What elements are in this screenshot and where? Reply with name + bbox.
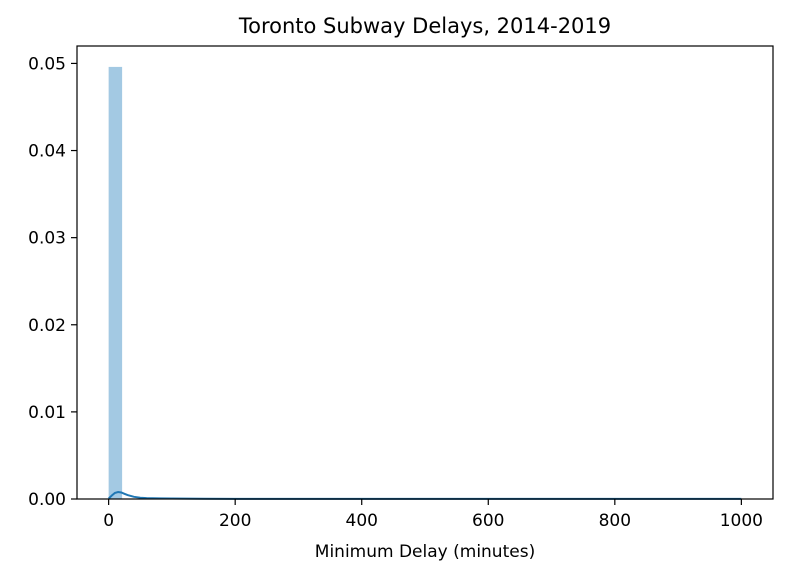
y-axis: 0.00 0.01 0.02 0.03 0.04 0.05 [28,54,77,510]
plot-frame [76,45,774,500]
histogram-bars [108,66,123,500]
x-tick-label: 800 [599,511,631,531]
y-tick-label: 0.00 [28,490,66,510]
x-axis-label: Minimum Delay (minutes) [315,542,535,562]
y-tick-label: 0.01 [28,403,66,423]
x-axis: 0 200 400 600 800 1000 [103,499,763,531]
x-tick-label: 200 [219,511,251,531]
density-curve [107,491,742,500]
x-tick-label: 0 [103,511,114,531]
y-tick-label: 0.03 [28,229,66,249]
y-tick-label: 0.02 [28,316,66,336]
density-curve-group [107,491,742,500]
y-tick-label: 0.04 [28,142,66,162]
x-tick-label: 1000 [720,511,763,531]
y-tick-label: 0.05 [28,54,66,74]
histogram-bar [108,66,123,500]
chart-title: Toronto Subway Delays, 2014-2019 [238,14,611,38]
x-tick-label: 400 [346,511,378,531]
x-tick-label: 600 [472,511,504,531]
